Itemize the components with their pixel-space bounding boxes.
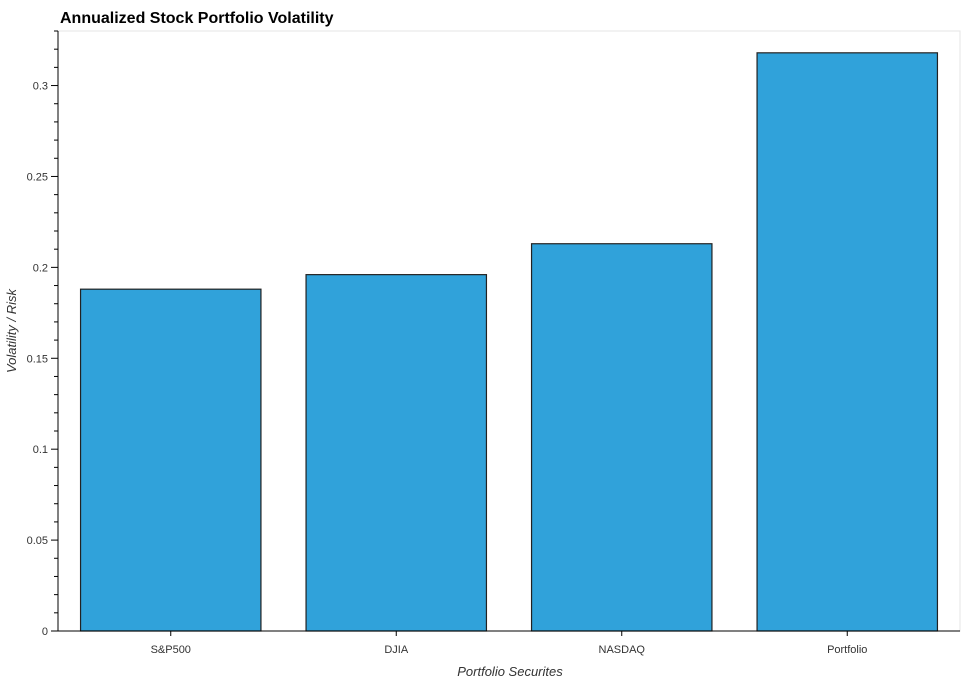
bar-1 bbox=[305, 274, 488, 632]
x-tick-label: DJIA bbox=[384, 644, 409, 656]
bar-0 bbox=[79, 288, 262, 632]
y-axis-label: Volatility / Risk bbox=[4, 287, 19, 373]
x-tick-label: Portfolio bbox=[827, 644, 867, 656]
y-axis: 0 0.05 0.1 0.15 0.2 0.25 0.3 bbox=[27, 30, 59, 638]
y-tick-label: 0.1 bbox=[33, 444, 48, 456]
x-axis-label: Portfolio Securites bbox=[457, 664, 563, 679]
y-tick-label: 0.3 bbox=[33, 81, 48, 93]
y-tick-label: 0.05 bbox=[27, 535, 48, 547]
chart-title: Annualized Stock Portfolio Volatility bbox=[60, 10, 334, 27]
y-tick-label: 0.2 bbox=[33, 262, 48, 274]
x-tick-label: S&P500 bbox=[151, 644, 191, 656]
bar-3 bbox=[756, 52, 939, 632]
y-tick-label: 0.25 bbox=[27, 171, 48, 183]
x-tick-label: NASDAQ bbox=[599, 644, 646, 656]
bars-layer bbox=[79, 52, 939, 632]
x-axis: S&P500 DJIA NASDAQ Portfolio bbox=[58, 630, 960, 656]
y-tick-label: 0.15 bbox=[27, 353, 48, 365]
bar-2 bbox=[530, 243, 713, 632]
y-tick-label: 0 bbox=[42, 626, 48, 638]
